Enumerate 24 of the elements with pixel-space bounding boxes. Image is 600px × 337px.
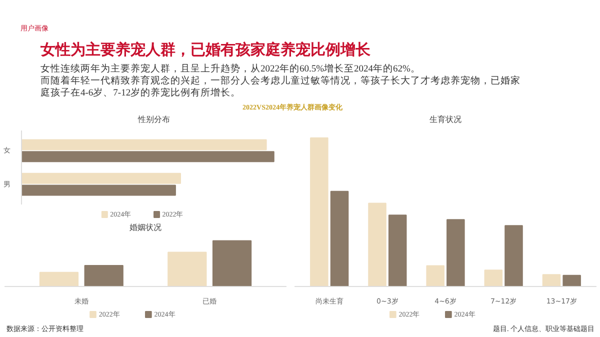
text: 女性为主要养宠人群，已婚有孩家庭养宠比例增长 [40,40,372,58]
bar [22,151,274,162]
bar [212,240,252,286]
bar [39,272,79,286]
bar [310,137,328,286]
bar [426,265,444,286]
bar [446,219,465,286]
bar [388,214,407,286]
bar [22,172,181,184]
bar [168,252,207,286]
bar [22,184,176,196]
chart-title: 婚姻状况 [130,223,162,232]
text: 女性连续两年为主要养宠人群，且呈上升趋势，从2022年的60.5%增长至2024年的62%。 [40,62,420,74]
chart-title: 性别分布 [137,115,170,124]
bar [504,225,523,286]
bar [562,274,581,286]
text: 而随着年轻一代精致养育观念的兴起，一部分人会考虑儿童过敏等情况，等孩子长大了才考虑养宠物，已婚家庭孩子在4-6岁、7-12岁的养宠比例有所增长。 [40,74,520,98]
chart-title: 生育状况 [430,115,462,124]
bar [484,270,503,286]
bar [22,139,267,150]
bar [84,264,124,286]
bar [368,202,386,286]
bar [330,190,349,286]
bar [542,274,561,286]
